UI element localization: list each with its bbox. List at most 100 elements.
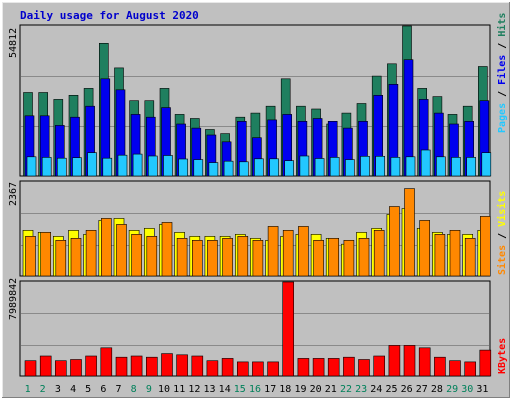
bar-sites-day-22 [343, 240, 355, 277]
bar-kbytes-day-10 [161, 353, 173, 377]
bar-pages-day-14 [223, 160, 234, 177]
x-tick-label-day-5: 5 [85, 384, 91, 395]
x-tick-label-day-23: 23 [355, 384, 367, 395]
bar-sites-day-12 [192, 240, 203, 277]
x-tick-label-day-15: 15 [234, 384, 246, 395]
legend-visits-panel: Sites / Visits [496, 191, 508, 275]
chart-marks: 1 2 3 4 5 6 7 8 9 10 11 12 13 14 15 16 17 18 19 20 21 22 23 24 2… [21, 25, 492, 395]
x-tick-label-day-2: 2 [40, 384, 46, 395]
bar-kbytes-day-30 [464, 361, 477, 377]
bar-kbytes-day-8 [130, 355, 143, 377]
x-tick-label-day-4: 4 [70, 384, 76, 395]
bar-kbytes-day-25 [388, 345, 401, 377]
bar-pages-day-23 [360, 156, 370, 177]
bar-pages-day-6 [102, 157, 113, 177]
bar-pages-day-31 [481, 152, 492, 177]
legend-sep-1: / [497, 85, 508, 103]
bar-sites-day-9 [146, 236, 158, 277]
bar-pages-day-24 [375, 156, 386, 177]
legend-hits: Hits [496, 13, 508, 37]
bar-sites-day-17 [267, 226, 279, 277]
legend-sep-3: / [497, 227, 508, 245]
x-tick-label-day-25: 25 [385, 384, 397, 395]
legend-files: Files [496, 55, 508, 85]
bar-pages-day-8 [132, 153, 143, 177]
bar-kbytes-day-1 [24, 360, 37, 377]
bar-pages-day-25 [390, 157, 401, 177]
bar-pages-day-28 [436, 156, 446, 177]
bar-sites-day-15 [237, 236, 249, 277]
bar-kbytes-day-19 [297, 358, 310, 377]
bar-sites-day-13 [207, 240, 218, 277]
bar-sites-day-23 [358, 238, 370, 277]
bar-sites-day-30 [464, 238, 476, 277]
legend-sep-2: / [497, 37, 508, 55]
bar-kbytes-day-4 [70, 359, 82, 377]
bar-pages-day-17 [269, 158, 279, 177]
bar-pages-day-3 [56, 157, 67, 177]
bar-kbytes-day-12 [191, 355, 204, 377]
bar-kbytes-day-31 [479, 349, 492, 377]
kbytes-ymax-label: 7989842 [8, 278, 19, 320]
bar-sites-day-18 [282, 230, 294, 277]
bar-kbytes-day-20 [312, 358, 325, 377]
bar-kbytes-day-24 [373, 355, 386, 377]
hits-ymax-label: 54812 [8, 28, 19, 58]
bar-sites-day-3 [55, 240, 67, 277]
bar-sites-day-20 [313, 240, 324, 277]
x-tick-label-day-7: 7 [115, 384, 121, 395]
bar-kbytes-day-18 [282, 281, 295, 377]
bar-kbytes-day-14 [221, 358, 234, 377]
bar-pages-day-27 [420, 149, 431, 177]
bar-kbytes-day-17 [267, 361, 279, 377]
bar-pages-day-19 [299, 155, 310, 177]
x-tick-label-day-12: 12 [188, 384, 200, 395]
bar-pages-day-21 [329, 157, 340, 177]
x-tick-label-day-31: 31 [476, 384, 488, 395]
bar-pages-day-12 [193, 159, 204, 177]
bar-pages-day-2 [41, 157, 52, 177]
x-tick-label-day-17: 17 [264, 384, 276, 395]
x-tick-label-day-1: 1 [25, 384, 31, 395]
bar-sites-day-8 [131, 234, 142, 277]
legend-pages: Pages [497, 103, 508, 133]
bar-sites-day-11 [176, 238, 188, 277]
bar-kbytes-day-22 [343, 356, 355, 377]
bar-pages-day-15 [239, 161, 249, 177]
bar-sites-day-10 [161, 222, 173, 277]
x-tick-label-day-30: 30 [461, 384, 473, 395]
x-tick-label-day-27: 27 [416, 384, 428, 395]
bar-kbytes-day-16 [252, 361, 264, 377]
legend-kbytes-panel: KBytes [497, 338, 508, 374]
bar-pages-day-13 [208, 162, 219, 177]
bar-sites-day-24 [373, 230, 385, 277]
bar-pages-day-29 [451, 157, 461, 177]
chart-title: Daily usage for August 2020 [20, 9, 199, 22]
bar-kbytes-day-11 [176, 354, 188, 377]
bar-pages-day-9 [148, 155, 158, 177]
bar-kbytes-day-28 [434, 356, 446, 377]
bar-pages-day-4 [72, 157, 82, 177]
bar-pages-day-10 [163, 155, 173, 177]
legend-sites: Sites [496, 245, 508, 275]
bar-sites-day-25 [389, 206, 400, 277]
x-tick-label-day-19: 19 [294, 384, 306, 395]
bar-pages-day-1 [26, 156, 37, 177]
x-tick-label-day-9: 9 [146, 384, 152, 395]
bar-sites-day-16 [252, 240, 264, 277]
bar-kbytes-day-29 [449, 360, 461, 377]
bar-kbytes-day-6 [100, 347, 113, 377]
bar-pages-day-18 [284, 160, 295, 177]
bar-pages-day-30 [466, 157, 477, 177]
bar-pages-day-26 [405, 156, 416, 177]
x-tick-label-day-24: 24 [370, 384, 382, 395]
x-tick-label-day-26: 26 [401, 384, 413, 395]
bar-kbytes-day-9 [146, 356, 158, 377]
bar-kbytes-day-13 [206, 360, 219, 377]
bar-sites-day-27 [419, 220, 431, 277]
bar-kbytes-day-26 [403, 345, 416, 377]
legend-visits: Visits [496, 191, 508, 227]
bar-kbytes-day-27 [418, 347, 431, 377]
